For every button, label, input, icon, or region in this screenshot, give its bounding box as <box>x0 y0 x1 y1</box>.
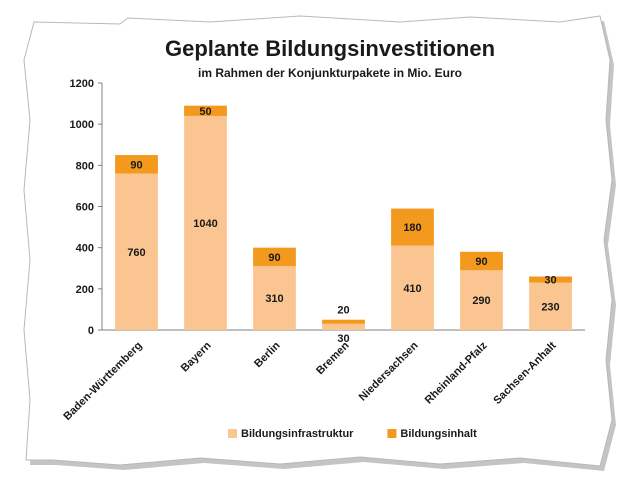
data-label-infrastruktur: 410 <box>403 283 421 295</box>
data-label-inhalt: 20 <box>337 305 349 317</box>
bar-bildungsinhalt <box>184 105 227 116</box>
y-tick-label: 0 <box>88 325 94 337</box>
bar-bildungsinfrastruktur <box>460 270 503 330</box>
data-label-inhalt: 180 <box>403 222 421 234</box>
legend-label: Bildungsinfrastruktur <box>241 428 354 440</box>
chart-title: Geplante Bildungsinvestitionen <box>164 36 496 61</box>
bar-bildungsinhalt <box>115 155 158 174</box>
bar-bildungsinfrastruktur <box>184 115 227 330</box>
y-tick-label: 600 <box>76 202 94 214</box>
bar-bildungsinfrastruktur <box>115 173 158 330</box>
data-label-inhalt: 30 <box>544 275 556 287</box>
data-label-inhalt: 50 <box>199 106 211 118</box>
data-label-infrastruktur: 1040 <box>193 218 217 230</box>
chart-subtitle: im Rahmen der Konjunkturpakete in Mio. E… <box>197 66 463 80</box>
y-tick-label: 400 <box>76 243 94 255</box>
bar-bildungsinfrastruktur <box>391 245 434 330</box>
data-label-infrastruktur: 310 <box>265 293 283 305</box>
bar-bildungsinfrastruktur <box>529 282 572 330</box>
bar-bildungsinfrastruktur <box>253 266 296 330</box>
bar-bildungsinhalt <box>529 276 572 283</box>
bar-bildungsinhalt <box>460 251 503 271</box>
bar-bildungsinhalt <box>391 208 434 246</box>
data-label-infrastruktur: 30 <box>337 333 349 345</box>
bar-bildungsinhalt <box>322 319 365 324</box>
data-label-infrastruktur: 290 <box>472 295 490 307</box>
bar-bildungsinhalt <box>253 247 296 267</box>
legend-label: Bildungsinhalt <box>400 428 477 440</box>
data-label-inhalt: 90 <box>475 256 487 268</box>
y-tick-label: 200 <box>76 284 94 296</box>
data-label-inhalt: 90 <box>268 252 280 264</box>
data-label-inhalt: 90 <box>130 159 142 171</box>
y-tick-label: 1200 <box>70 78 94 90</box>
data-label-infrastruktur: 760 <box>127 247 145 259</box>
bar-bildungsinfrastruktur <box>322 323 365 330</box>
y-tick-label: 1000 <box>70 119 94 131</box>
y-tick-label: 800 <box>76 160 94 172</box>
legend-swatch <box>228 429 237 438</box>
data-label-infrastruktur: 230 <box>541 301 559 313</box>
paper-sheet <box>23 15 613 467</box>
legend-swatch <box>387 429 397 438</box>
legend: Bildungsinfrastruktur Bildungsinhalt <box>228 428 477 440</box>
